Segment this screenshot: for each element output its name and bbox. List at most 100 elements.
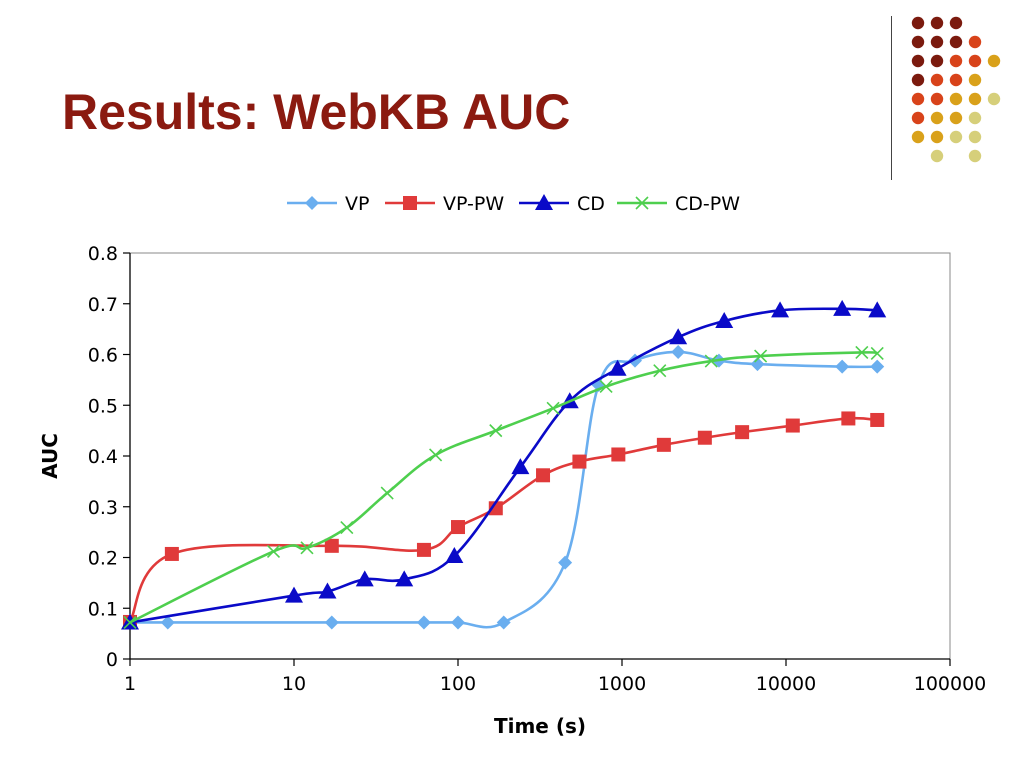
data-point-cd-pw	[340, 520, 354, 535]
decorative-dot	[949, 73, 963, 87]
decorative-dot	[968, 149, 982, 163]
legend-label-vp: VP	[345, 193, 369, 215]
data-point-vp	[558, 555, 573, 570]
data-point-vp-pw	[572, 454, 587, 469]
data-point-cd	[511, 458, 530, 475]
x-tick-label: 1	[124, 673, 136, 695]
decorative-dot	[968, 92, 982, 106]
decorative-dot	[949, 16, 963, 30]
data-point-cd-pw	[546, 401, 560, 415]
data-point-cd	[395, 570, 414, 587]
data-point-cd-pw	[754, 349, 768, 363]
data-point-cd	[318, 582, 337, 599]
decorative-dot	[949, 35, 963, 49]
decorative-dot	[911, 92, 925, 106]
decorative-dot	[968, 111, 982, 125]
data-point-cd	[445, 546, 464, 563]
decorative-dot	[911, 130, 925, 144]
series-line-cd-pw	[129, 351, 878, 624]
data-point-cd	[285, 586, 303, 603]
series-vp-pw	[123, 411, 885, 629]
decorative-dot	[911, 111, 925, 125]
data-point-vp	[750, 357, 765, 372]
y-tick-label: 0.8	[88, 243, 118, 265]
legend-marker-cd-pw	[635, 196, 649, 210]
decorative-dot	[930, 92, 944, 106]
decorative-dot	[930, 35, 944, 49]
legend-item-vp: VP	[287, 193, 369, 215]
x-tick-label: 10	[282, 673, 306, 695]
x-axis-label: Time (s)	[494, 714, 586, 738]
data-point-cd	[833, 299, 852, 316]
series-line-vp-pw	[128, 416, 878, 623]
legend-marker-vp	[305, 196, 319, 210]
y-tick-label: 0.2	[88, 548, 118, 570]
data-point-vp-pw	[870, 412, 885, 427]
data-point-vp-pw	[324, 538, 339, 553]
y-tick-label: 0.1	[88, 598, 118, 620]
x-tick-label: 1000	[598, 673, 646, 695]
data-point-cd-pw	[704, 354, 718, 368]
decorative-dot	[911, 73, 925, 87]
data-point-cd-pw	[300, 541, 314, 555]
chart-axes: 0 0.1 0.2 0.3 0.4 0.5 0.6 0.7 0.8 1 10 100 1000 10000…	[88, 243, 986, 695]
decorative-dot	[930, 111, 944, 125]
x-tick-label: 100000	[914, 673, 987, 695]
decorative-dot	[949, 54, 963, 68]
y-axis-label: AUC	[38, 433, 62, 479]
data-point-vp	[451, 615, 465, 630]
y-tick-label: 0	[106, 649, 118, 671]
data-point-vp-pw	[735, 425, 750, 440]
slide-title: Results: WebKB AUC	[62, 84, 571, 140]
data-point-cd-pw	[653, 364, 667, 378]
legend-label-cd: CD	[577, 193, 605, 215]
y-tick-label: 0.5	[88, 395, 118, 417]
decorative-dot	[930, 16, 944, 30]
x-tick-label: 10000	[756, 673, 816, 695]
decorative-dot	[949, 130, 963, 144]
series-vp	[123, 344, 885, 630]
decorative-dot	[911, 16, 925, 30]
legend-item-cd: CD	[519, 193, 605, 215]
decorative-dot	[987, 92, 1001, 106]
legend-marker-cd	[535, 194, 553, 210]
y-tick-label: 0.7	[88, 294, 118, 316]
data-point-cd	[771, 301, 790, 318]
data-point-vp	[870, 359, 885, 374]
decorative-dot-grid	[911, 16, 1001, 163]
data-point-vp	[416, 615, 431, 630]
data-point-cd-pw	[855, 345, 869, 360]
data-point-cd-pw	[599, 379, 613, 394]
data-point-vp-pw	[697, 430, 712, 445]
decorative-dot	[949, 92, 963, 106]
data-point-cd-pw	[266, 544, 281, 558]
data-point-vp-pw	[656, 437, 671, 452]
data-point-vp-pw	[488, 501, 503, 516]
data-point-vp	[671, 344, 686, 359]
data-point-cd-pw	[870, 346, 884, 361]
legend-label-cd-pw: CD-PW	[675, 193, 740, 215]
decorative-dot	[930, 54, 944, 68]
title-divider	[891, 16, 892, 180]
legend-item-cd-pw: CD-PW	[617, 193, 740, 215]
decorative-dot	[930, 130, 944, 144]
series-cd	[121, 299, 887, 630]
series-cd-pw	[123, 345, 884, 630]
auc-line-chart: VP VP-PW CD CD-PW 0 0.1 0.2 0.3 0.4 0.5 0.6 0.7 0.8…	[38, 193, 986, 738]
data-point-cd	[868, 301, 887, 318]
decorative-dot	[968, 35, 982, 49]
decorative-dot	[911, 35, 925, 49]
data-point-cd-pw	[489, 424, 503, 438]
chart-legend: VP VP-PW CD CD-PW	[287, 193, 740, 215]
data-point-vp-pw	[164, 546, 179, 561]
y-tick-label: 0.3	[88, 497, 118, 519]
data-point-vp-pw	[451, 520, 465, 535]
data-point-cd	[669, 328, 688, 345]
legend-item-vp-pw: VP-PW	[385, 193, 504, 215]
decorative-dot	[968, 130, 982, 144]
legend-label-vp-pw: VP-PW	[443, 193, 504, 215]
data-point-cd	[355, 570, 374, 587]
chart-series	[121, 299, 887, 630]
data-point-vp-pw	[611, 447, 626, 462]
x-tick-label: 100	[440, 673, 476, 695]
